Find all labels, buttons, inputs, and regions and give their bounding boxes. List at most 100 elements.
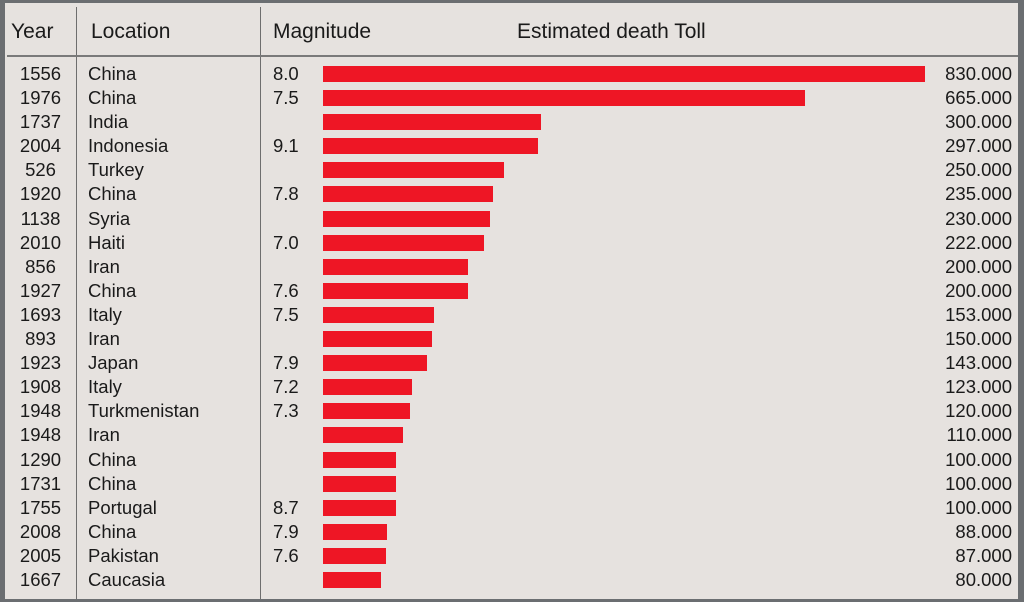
year-cell: 1927 <box>19 279 62 301</box>
earthquake-death-toll-table: Year Location Magnitude Estimated death … <box>5 3 1018 599</box>
death-toll-value: 300.000 <box>945 111 1012 133</box>
header-death-toll: Estimated death Toll <box>517 20 706 43</box>
year-cell: 1693 <box>19 303 62 325</box>
magnitude-cell: 7.6 <box>273 544 299 566</box>
table-row: 2004 Indonesia 9.1 297.000 <box>5 134 1018 158</box>
table-row: 1693 Italy 7.5 153.000 <box>5 303 1018 327</box>
year-cell: 1976 <box>19 87 62 109</box>
death-toll-value: 87.000 <box>955 544 1012 566</box>
table-row: 893 Iran 150.000 <box>5 327 1018 351</box>
death-toll-value: 297.000 <box>945 135 1012 157</box>
death-toll-value: 230.000 <box>945 207 1012 229</box>
year-cell: 1290 <box>19 448 62 470</box>
death-toll-bar <box>323 475 396 492</box>
death-toll-value: 110.000 <box>946 424 1013 446</box>
magnitude-cell: 9.1 <box>273 135 299 157</box>
death-toll-value: 830.000 <box>945 63 1012 84</box>
death-toll-bar <box>323 547 386 564</box>
table-row: 1138 Syria 230.000 <box>5 207 1018 231</box>
death-toll-bar <box>323 258 468 275</box>
magnitude-cell: 7.5 <box>273 303 299 325</box>
death-toll-value: 200.000 <box>945 255 1012 277</box>
location-cell: Indonesia <box>88 135 169 157</box>
table-row: 2010 Haiti 7.0 222.000 <box>5 231 1018 255</box>
death-toll-value: 123.000 <box>945 376 1012 398</box>
death-toll-bar <box>323 66 925 82</box>
magnitude-cell: 7.2 <box>273 376 299 398</box>
location-cell: Italy <box>88 376 122 398</box>
header-location: Location <box>91 20 171 43</box>
death-toll-value: 250.000 <box>945 159 1012 181</box>
death-toll-bar <box>323 162 504 179</box>
table-row: 1737 India 300.000 <box>5 110 1018 134</box>
table-row: 1948 Turkmenistan 7.3 120.000 <box>5 399 1018 423</box>
death-toll-bar <box>323 355 427 372</box>
data-rows: 1556 China 8.0 830.000 1976 China 7.5 665.000 17… <box>5 62 1018 592</box>
death-toll-bar <box>323 379 412 396</box>
death-toll-bar <box>323 306 434 323</box>
table-row: 1927 China 7.6 200.000 <box>5 279 1018 303</box>
death-toll-bar <box>323 403 410 420</box>
year-cell: 1138 <box>20 207 61 229</box>
year-cell: 856 <box>25 255 56 277</box>
header-year: Year <box>11 20 54 43</box>
table-row: 1731 China 100.000 <box>5 472 1018 496</box>
death-toll-value: 100.000 <box>945 496 1012 518</box>
location-cell: Caucasia <box>88 568 166 590</box>
header-magnitude: Magnitude <box>273 20 372 43</box>
column-divider-location <box>260 7 261 599</box>
death-toll-bar <box>323 210 490 227</box>
magnitude-cell: 7.9 <box>273 352 299 374</box>
death-toll-bar <box>323 186 493 203</box>
location-cell: Portugal <box>88 496 157 518</box>
location-cell: Iran <box>88 424 120 446</box>
death-toll-value: 100.000 <box>945 448 1012 470</box>
magnitude-cell: 7.0 <box>273 231 299 253</box>
death-toll-value: 200.000 <box>945 279 1012 301</box>
year-cell: 1948 <box>19 400 62 422</box>
year-cell: 1731 <box>19 472 62 494</box>
table-row: 526 Turkey 250.000 <box>5 158 1018 182</box>
death-toll-bar <box>323 234 484 251</box>
magnitude-cell: 7.5 <box>273 87 299 109</box>
location-cell: Iran <box>88 328 120 350</box>
death-toll-bar <box>323 114 541 131</box>
year-cell: 526 <box>25 159 56 181</box>
death-toll-value: 222.000 <box>945 231 1012 253</box>
death-toll-bar <box>323 499 396 516</box>
table-row: 1923 Japan 7.9 143.000 <box>5 351 1018 375</box>
death-toll-bar <box>323 427 403 444</box>
table-row: 1920 China 7.8 235.000 <box>5 182 1018 206</box>
death-toll-value: 88.000 <box>955 520 1012 542</box>
year-cell: 1755 <box>19 496 62 518</box>
location-cell: Pakistan <box>88 544 159 566</box>
table-row: 1976 China 7.5 665.000 <box>5 86 1018 110</box>
death-toll-bar <box>323 138 538 155</box>
death-toll-bar <box>323 451 396 468</box>
death-toll-value: 80.000 <box>955 568 1012 590</box>
year-cell: 2005 <box>19 544 62 566</box>
location-cell: China <box>88 448 137 470</box>
death-toll-bar <box>323 523 387 540</box>
location-cell: China <box>88 279 137 301</box>
table-row: 1290 China 100.000 <box>5 448 1018 472</box>
year-cell: 1667 <box>19 568 62 590</box>
death-toll-value: 120.000 <box>945 400 1012 422</box>
location-cell: Syria <box>88 207 131 229</box>
death-toll-value: 143.000 <box>945 352 1012 374</box>
year-cell: 1908 <box>19 376 62 398</box>
table-row: 1908 Italy 7.2 123.000 <box>5 375 1018 399</box>
magnitude-cell: 8.0 <box>273 63 299 84</box>
location-cell: Italy <box>88 303 122 325</box>
location-cell: China <box>88 87 137 109</box>
table-row: 2005 Pakistan 7.6 87.000 <box>5 544 1018 568</box>
death-toll-bar <box>323 282 468 299</box>
death-toll-bar <box>323 571 381 588</box>
table-row: 1556 China 8.0 830.000 <box>5 62 1018 86</box>
header-divider <box>7 55 1018 57</box>
location-cell: Turkmenistan <box>88 400 200 422</box>
death-toll-bar <box>323 90 805 107</box>
year-cell: 1556 <box>19 63 62 84</box>
year-cell: 1923 <box>19 352 62 374</box>
death-toll-value: 153.000 <box>945 303 1012 325</box>
